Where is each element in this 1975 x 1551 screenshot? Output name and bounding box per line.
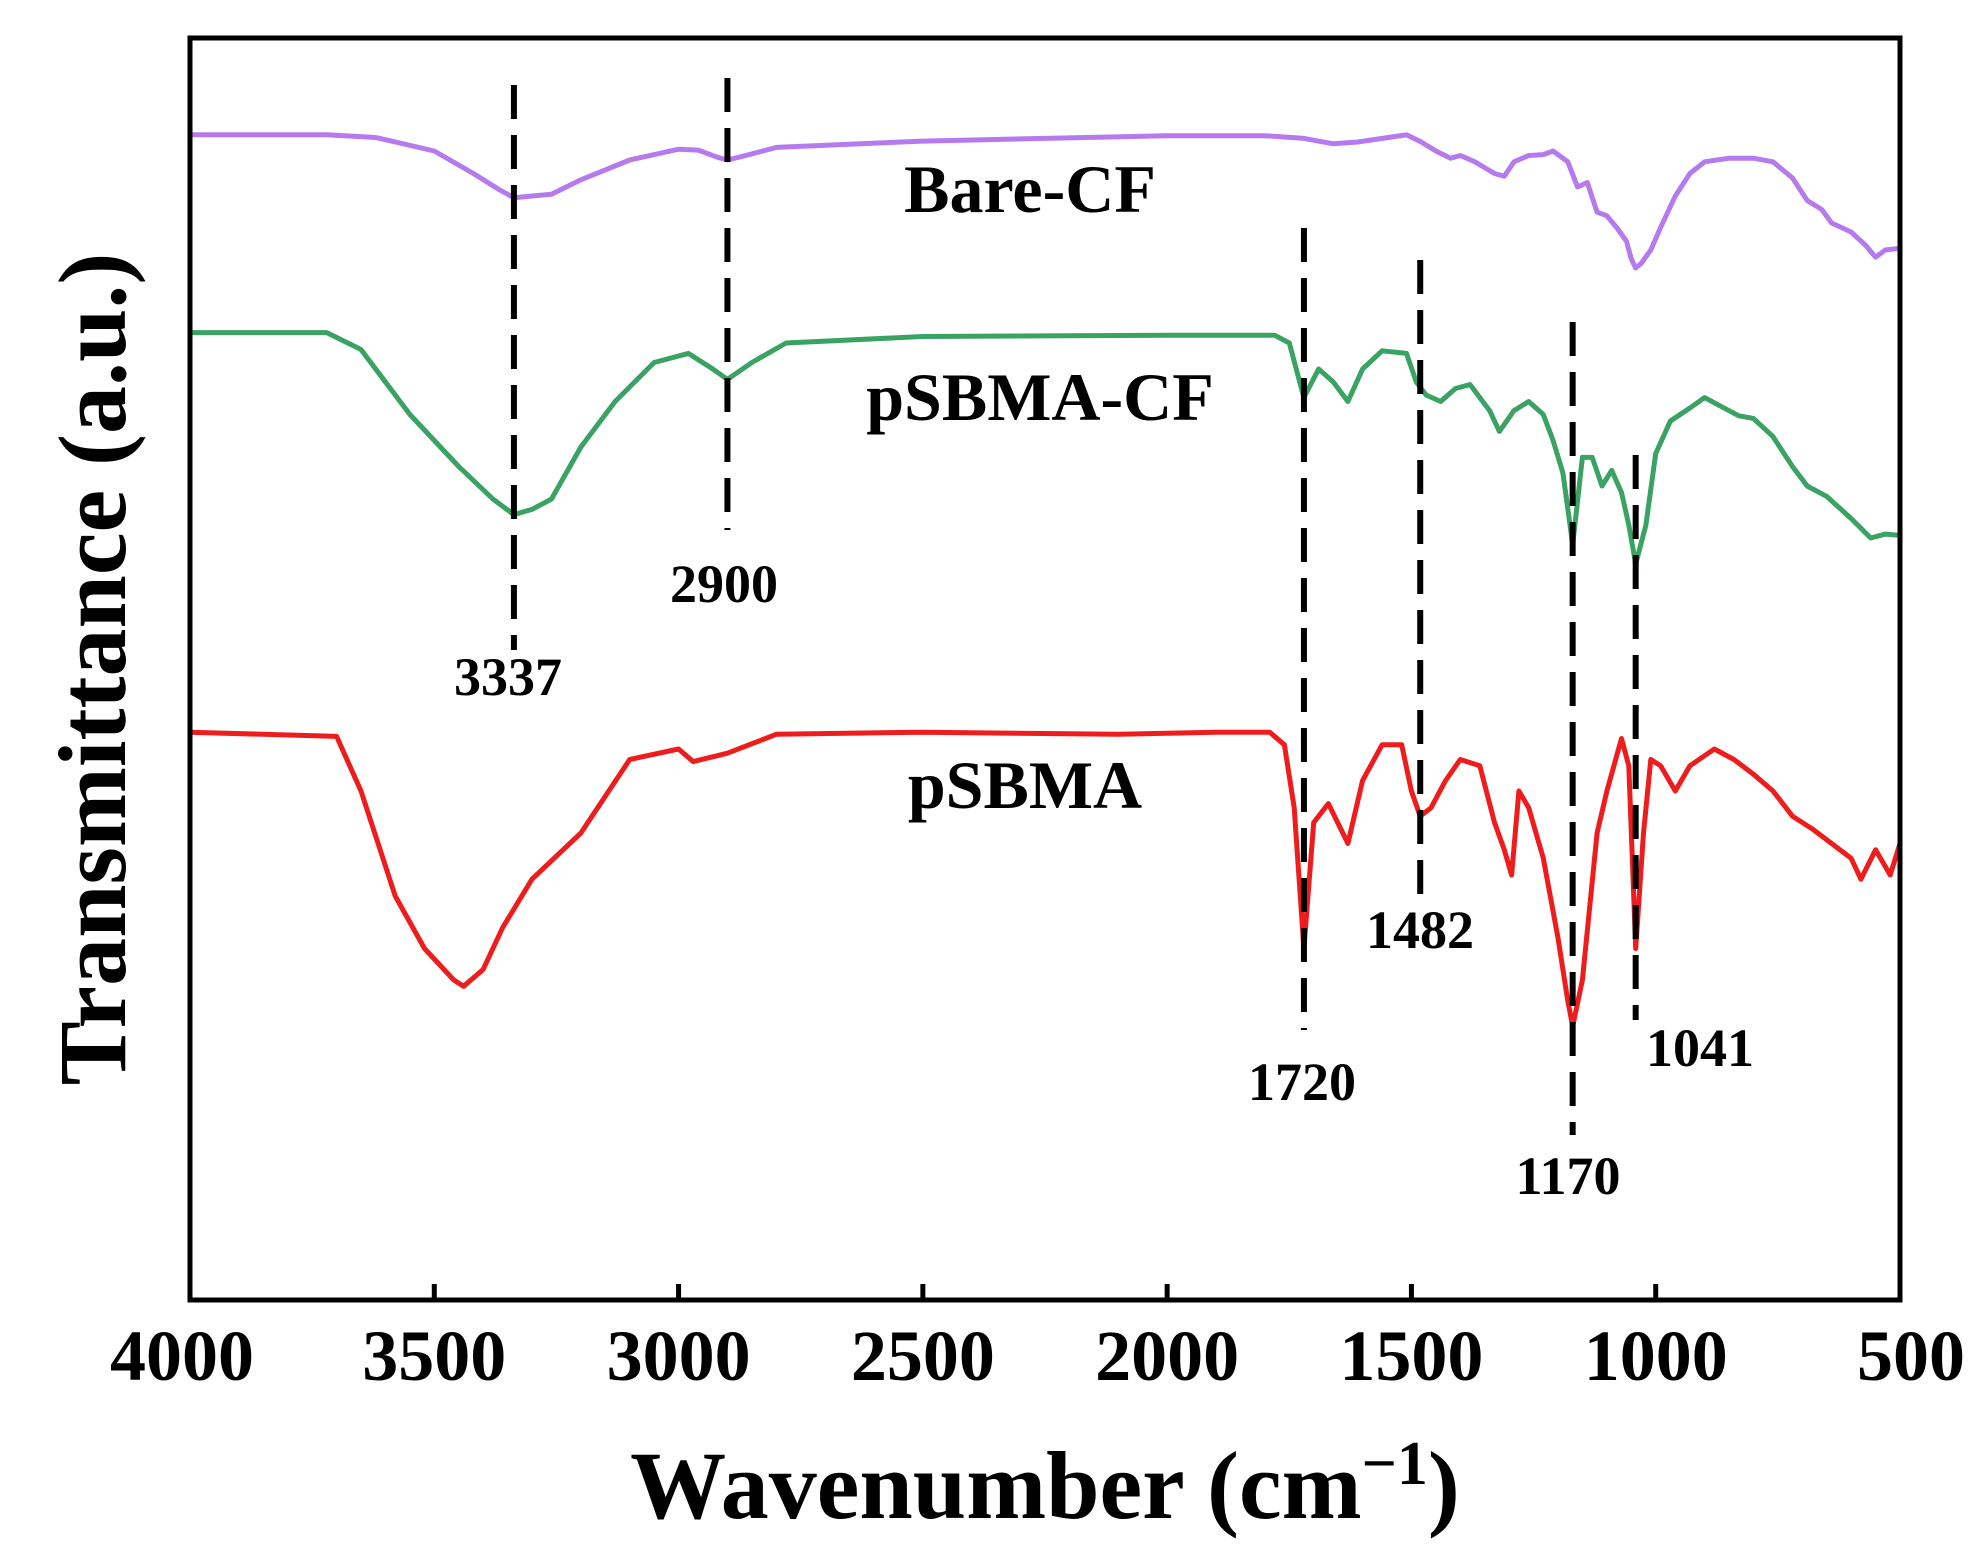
series-line-bare-cf [190,132,1901,271]
x-tick-label-4000: 4000 [110,1316,254,1396]
peak-label-2900: 2900 [670,554,778,614]
x-tick-label-1000: 1000 [1584,1316,1728,1396]
peak-label-1482: 1482 [1366,900,1474,960]
y-axis-title: Transmittance (a.u.) [39,253,146,1086]
series-label-bare-cf: Bare-CF [904,151,1156,227]
peak-label-1720: 1720 [1248,1052,1356,1112]
series-line-psbma-cf [190,330,1901,567]
peak-label-1041: 1041 [1646,1018,1754,1078]
series-line-psbma [189,729,1903,1029]
x-tick-label-2000: 2000 [1095,1316,1239,1396]
x-tick-label-500: 500 [1857,1316,1965,1396]
x-tick-label-3000: 3000 [607,1316,751,1396]
peak-label-1170: 1170 [1515,1146,1620,1206]
x-axis-title: Wavenumber (cm−1) [630,1430,1460,1539]
reference-lines-layer [510,78,1639,1135]
spectra-layer [189,132,1903,1029]
peak-label-3337: 3337 [454,647,562,707]
plot-frame [187,35,1903,1303]
x-tick-label-3500: 3500 [362,1316,506,1396]
x-axis-ticks: 4000 3500 3000 2500 2000 1500 1000 500 [110,1284,1965,1396]
x-tick-label-2500: 2500 [851,1316,995,1396]
series-label-psbma: pSBMA [908,747,1142,823]
x-tick-label-1500: 1500 [1339,1316,1483,1396]
series-label-psbma-cf: pSBMA-CF [866,359,1214,435]
